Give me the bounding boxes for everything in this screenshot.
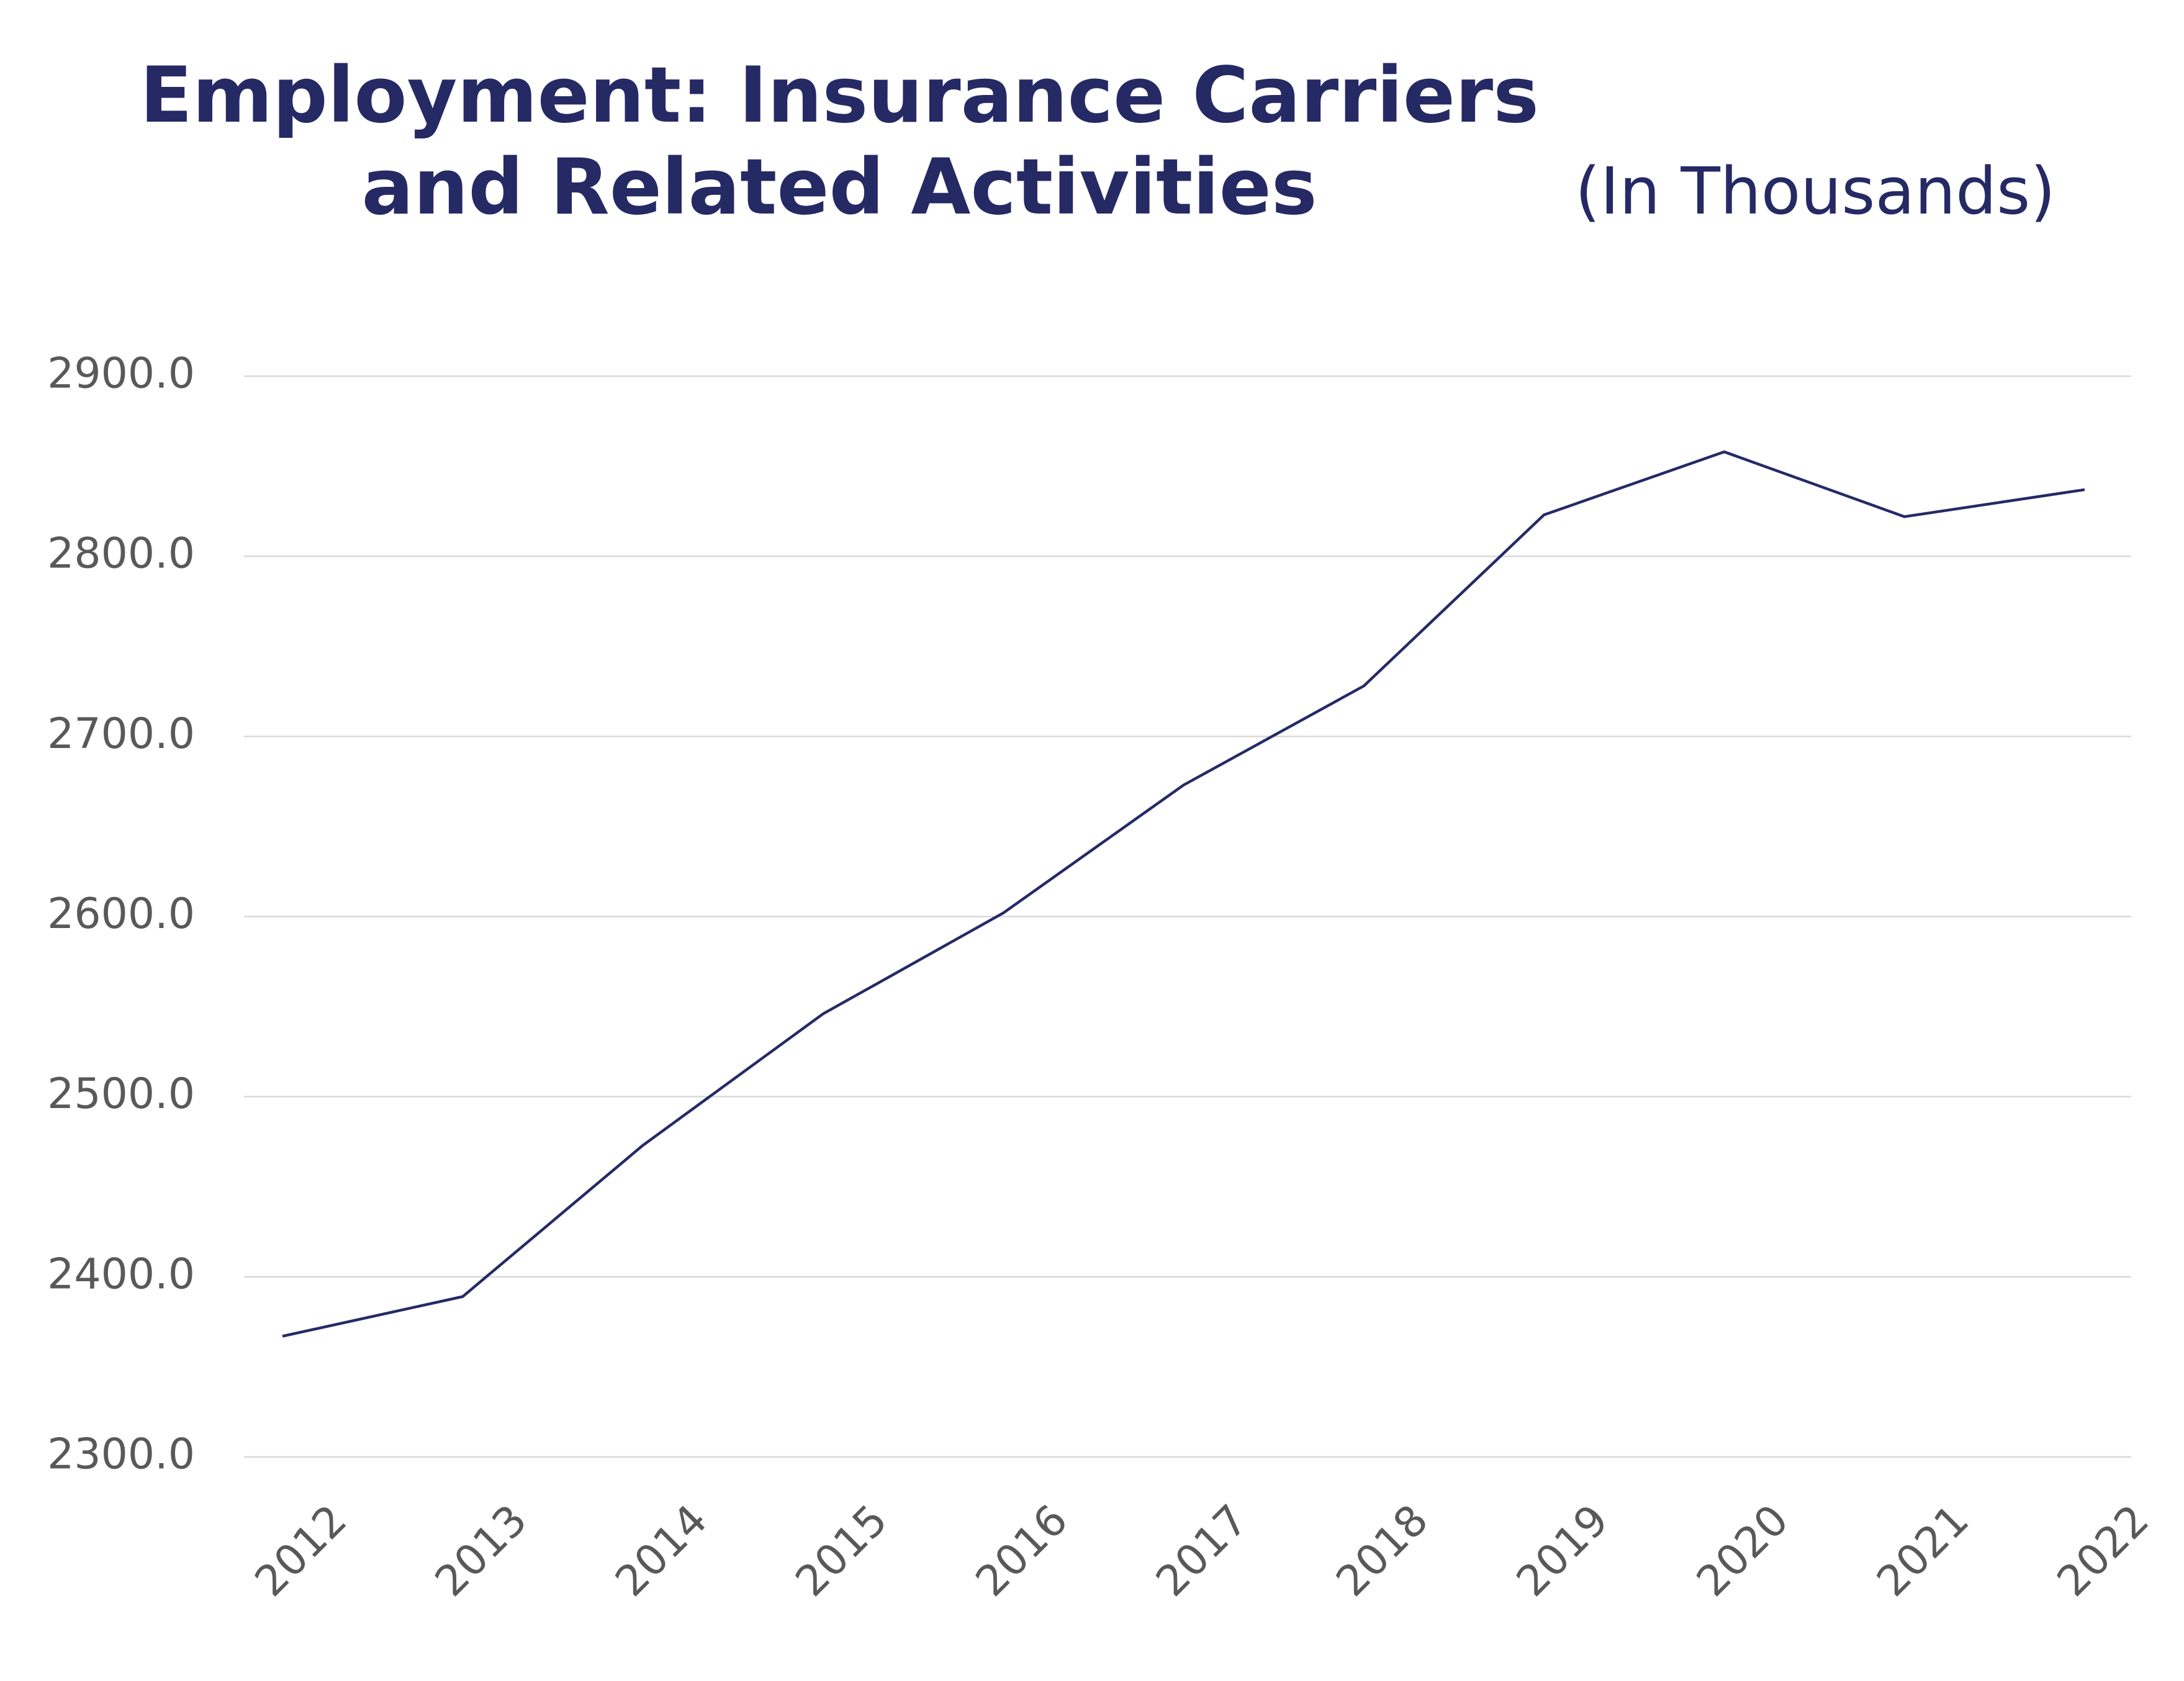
x-tick-label: 2016 bbox=[967, 1495, 1077, 1606]
chart-title: Employment: Insurance Carriers and Relat… bbox=[140, 51, 1539, 232]
x-tick-label: 2015 bbox=[787, 1495, 897, 1606]
x-tick-label: 2012 bbox=[246, 1495, 356, 1606]
x-tick-label: 2013 bbox=[426, 1495, 536, 1606]
x-tick-label: 2021 bbox=[1868, 1495, 1979, 1606]
y-tick-label: 2900.0 bbox=[47, 349, 195, 399]
x-tick-label: 2017 bbox=[1147, 1495, 1257, 1606]
y-tick-label: 2600.0 bbox=[47, 890, 195, 939]
y-tick-label: 2500.0 bbox=[47, 1070, 195, 1119]
data-line bbox=[282, 450, 2085, 1338]
chart-subtitle: (In Thousands) bbox=[1575, 153, 2055, 229]
y-tick-label: 2400.0 bbox=[47, 1250, 195, 1299]
x-tick-label: 2020 bbox=[1687, 1495, 1798, 1606]
y-tick-label: 2300.0 bbox=[47, 1430, 195, 1479]
y-tick-label: 2700.0 bbox=[47, 710, 195, 759]
x-tick-label: 2019 bbox=[1507, 1495, 1618, 1606]
x-tick-label: 2014 bbox=[607, 1495, 717, 1606]
x-tick-label: 2022 bbox=[2048, 1495, 2159, 1606]
y-tick-label: 2800.0 bbox=[47, 530, 195, 579]
chart-heading: Employment: Insurance Carriers and Relat… bbox=[0, 50, 2184, 256]
x-tick-label: 2018 bbox=[1327, 1495, 1438, 1606]
